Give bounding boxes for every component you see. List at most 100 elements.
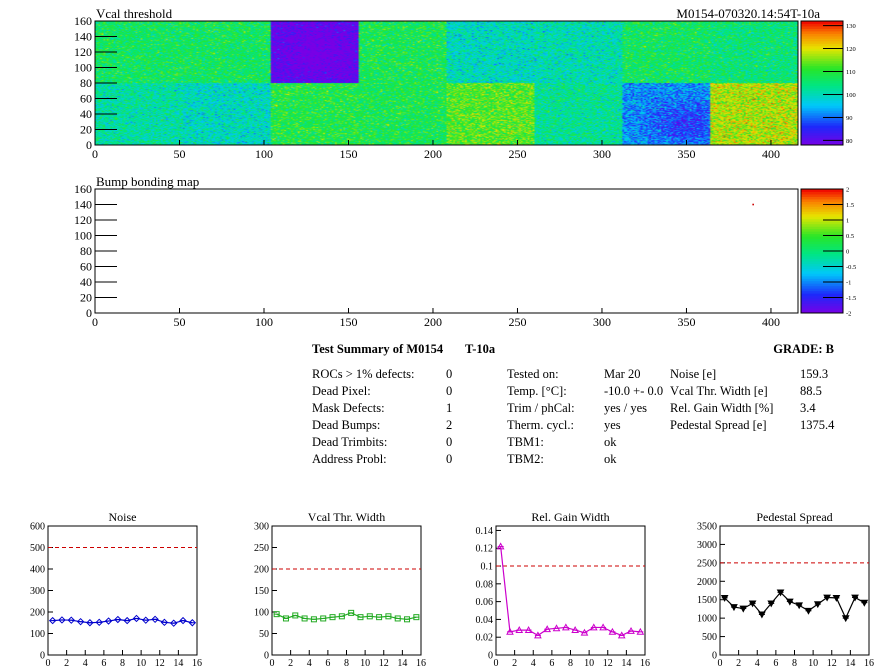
bump-bonding-y-tick-label: 40 [80,275,92,289]
summary-value: ok [604,435,617,449]
vcal-threshold-y-tick-label: 0 [86,138,92,152]
bump-bonding-scale-swatch [801,253,843,257]
data-point [767,600,776,608]
vcal-threshold-x-axis: 0 50 100 150 200 250 300 350 400 [92,140,780,161]
vcal-threshold-scale-swatch [801,75,843,79]
bump-bonding-scale-tick-label: 1 [846,218,849,225]
vcal-threshold-scale-swatch [801,63,843,67]
vcal-threshold-scale-swatch [801,28,843,32]
x-tick-label: 4 [531,658,536,669]
summary-label: TBM2: [507,452,544,466]
summary-value: 1 [446,401,453,415]
y-tick-label: 100 [254,608,269,619]
data-point [776,589,785,597]
x-tick-label: 12 [827,658,837,669]
data-point [813,601,822,609]
bump-bonding-y-tick-label: 0 [86,306,92,320]
data-point [823,594,831,602]
summary-value: 1375.4 [800,418,835,432]
y-tick-label: 600 [30,522,45,533]
summary-value: yes [604,418,621,432]
data-point [543,625,552,633]
vcal-threshold-x-tick-label: 50 [173,147,185,161]
data-point [329,614,336,621]
vcal-threshold-y-tick-label: 20 [80,123,92,137]
y-tick-label: 0.14 [476,526,494,537]
data-point [114,615,122,624]
vcal-threshold-scale-swatch [801,117,843,121]
x-tick-label: 16 [640,658,650,669]
bump-bonding-scale-swatch [801,251,843,254]
x-tick-label: 16 [192,658,202,669]
summary-value: 0 [446,367,453,381]
summary-value: 3.4 [800,401,816,415]
bump-bonding-scale-tick-label: -2 [846,311,851,318]
bump-bonding-y-tick-label: 20 [80,291,92,305]
x-tick-label: 8 [792,658,797,669]
data-point [357,614,364,621]
bump-bonding-scale-swatch [801,241,843,245]
data-point [832,594,841,602]
summary-value: 2 [446,418,453,432]
module-tag: M0154-070320.14:54T-10a [676,6,820,21]
summary-value: 159.3 [800,367,829,381]
vcal-threshold-scale-tick-label: 100 [846,92,856,99]
bump-bonding-scale-swatch [801,300,843,304]
bump-bonding-scale-swatch [801,293,843,297]
y-tick-label: 3500 [697,522,717,533]
vcal-threshold-y-tick-label: 160 [74,14,92,28]
data-point [841,615,850,623]
bump-bonding-x-tick-label: 100 [255,315,273,329]
summary-value: ok [604,452,617,466]
test-summary: Test Summary of M0154 T-10a GRADE: B ROC… [312,342,842,472]
data-point [282,615,289,622]
data-point [86,619,94,627]
bump-bonding-color-scale: -2 -1.5 -1 -0.5 0 0.5 1 1.5 2 [800,187,856,318]
plot-frame [719,525,870,656]
vcal-threshold-scale-swatch [801,70,843,74]
data-point [758,611,766,619]
data-point [58,616,66,624]
data-point [76,617,85,626]
x-tick-label: 12 [379,658,389,669]
data-point [580,628,589,636]
data-point [524,626,533,633]
y-tick-label: 0 [712,651,717,662]
summary-label: Mask Defects: [312,401,385,415]
y-tick-label: 150 [254,586,269,597]
bump-bonding-x-tick-label: 200 [424,315,442,329]
y-tick-label: 0 [488,651,493,662]
bump-bonding-scale-swatch [801,258,843,262]
summary-title: Test Summary of M0154 [312,342,444,356]
vcal-threshold-scale-swatch [801,85,843,89]
data-point [151,615,159,624]
bump-bonding-scale-swatch [801,221,843,225]
data-point [608,627,617,635]
vcal-threshold-map: Vcal threshold M0154-070320.14:54T-10a 0… [74,6,856,161]
vcal-threshold-scale-swatch [801,95,843,99]
vcal-threshold-y-tick-label: 40 [80,107,92,121]
data-point [785,598,794,606]
vcal-threshold-scale-tick-label: 130 [846,23,856,30]
data-point [404,616,411,623]
summary-label: TBM1: [507,435,544,449]
y-tick-label: 0.04 [476,615,494,626]
x-tick-label: 0 [718,658,723,669]
bump-bonding-y-tick-label: 80 [80,244,92,258]
bump-bonding-scale-swatch [801,226,843,230]
data-point [104,617,113,625]
bump-bonding-scale-swatch [801,310,843,314]
x-tick-label: 4 [83,658,88,669]
bump-bonding-x-tick-label: 350 [677,315,695,329]
vcal-threshold-scale-tick-label: 90 [846,115,853,122]
plot-frame [271,525,422,656]
vcal-threshold-scale-swatch [801,107,843,111]
vcal-threshold-scale-swatch [801,60,843,64]
bump-defect-point [752,203,754,206]
data-point [67,616,75,624]
data-point [366,613,373,620]
summary-label: Noise [e] [670,367,717,381]
bump-bonding-scale-swatch [801,216,843,220]
